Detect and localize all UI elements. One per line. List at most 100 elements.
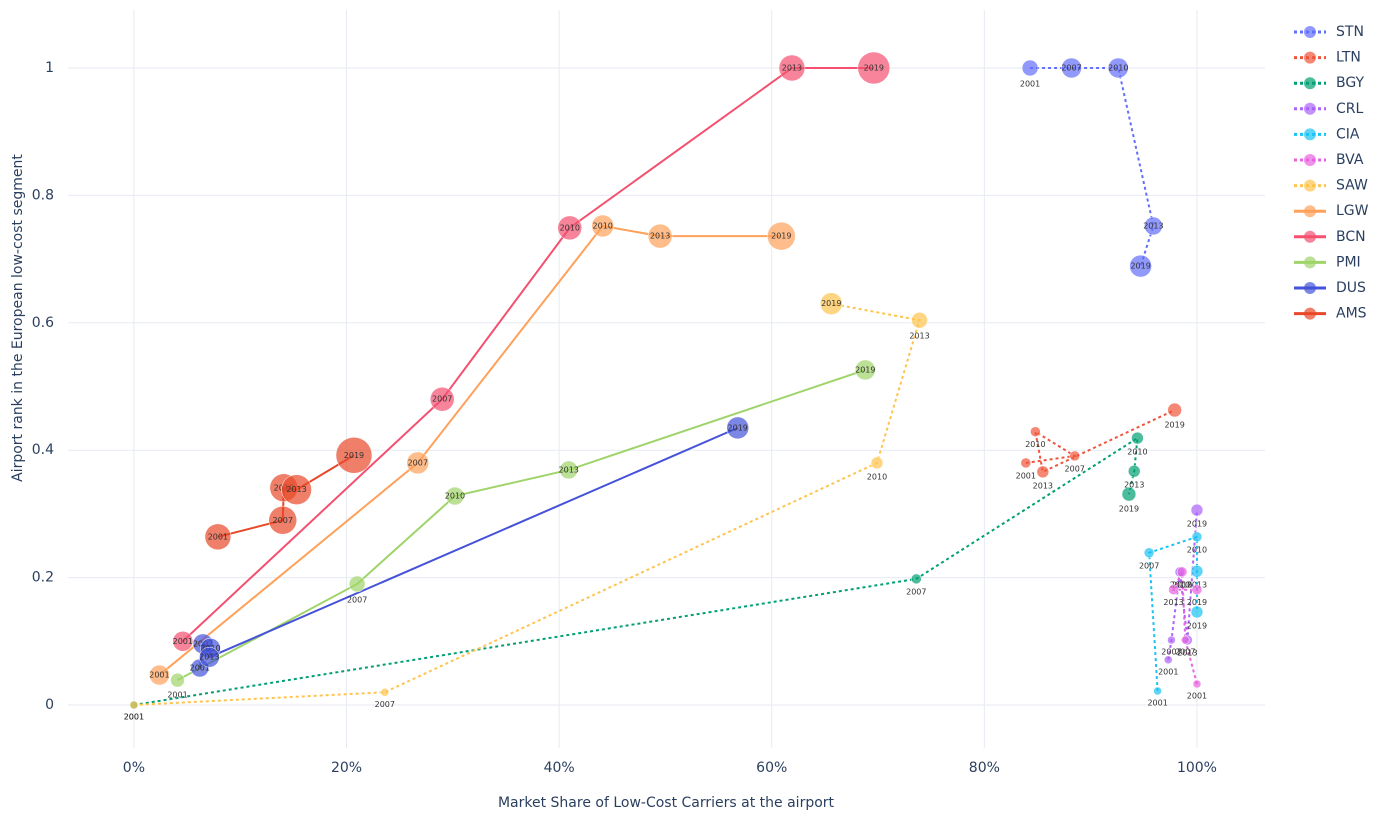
point-label: 2013 [650,232,670,241]
marker [855,359,876,381]
point-label: 2010 [1108,63,1128,72]
point-label: 2001 [167,691,187,700]
point-label: 2007 [1061,63,1081,72]
marker [1164,655,1173,665]
marker [1153,686,1162,696]
point-label: 2007 [273,516,293,525]
marker [1121,486,1137,502]
marker [591,214,614,238]
marker [726,416,749,440]
legend-label: BCN [1336,229,1366,245]
series-line [182,66,874,643]
point-label: 2019 [821,299,841,308]
marker [1190,605,1204,619]
marker [647,223,673,249]
x-axis-title: Market Share of Low-Cost Carriers at the… [498,795,835,811]
point-label: 2001 [1147,698,1167,707]
point-label: 2010 [445,492,465,501]
x-tick-label: 40% [544,760,575,776]
point-label: 2013 [199,653,219,662]
x-tick-label: 100% [1177,760,1217,776]
marker [335,437,373,474]
marker [1131,431,1144,445]
point-label: 2010 [1025,440,1045,449]
marker [1108,57,1129,79]
y-tick-label: 0 [45,697,54,713]
marker [1168,584,1179,595]
series-line [1030,66,1155,267]
point-label: 2013 [286,485,306,494]
legend-label: BGY [1336,75,1365,91]
point-label: 2007 [1065,464,1085,473]
y-tick-label: 0.4 [32,442,54,458]
marker [1167,402,1182,418]
legend-marker [1304,205,1316,218]
point-label: 2010 [560,223,580,232]
point-label: 2013 [909,332,929,341]
marker [911,311,928,329]
marker [445,486,465,506]
y-tick-label: 0.2 [32,570,54,586]
point-label: 2019 [864,63,884,72]
legend-label: STN [1336,24,1364,40]
point-label: 2007 [1161,648,1181,657]
point-label: 2007 [375,700,395,709]
legend-label: CIA [1336,126,1360,142]
marker [129,700,139,710]
marker [1144,216,1163,236]
marker [1143,547,1155,559]
legend-label: PMI [1336,254,1361,270]
marker [429,386,455,412]
point-label: 2010 [1170,580,1190,589]
marker [1021,59,1039,77]
point-label: 2007 [347,595,367,604]
marker [1181,635,1190,645]
legend-marker [1304,230,1316,243]
point-label: 2010 [867,472,887,481]
marker [557,215,583,241]
legend-marker [1304,179,1316,192]
legend-marker [1304,51,1316,64]
point-label: 2013 [559,465,579,474]
marker [857,51,891,85]
marker [149,664,170,686]
point-label: 2001 [1187,691,1207,700]
marker [1036,465,1050,479]
marker [559,460,578,480]
point-label: 2019 [728,423,748,432]
legend-label: CRL [1336,101,1364,117]
marker [170,672,185,688]
point-label: 2007 [1175,648,1195,657]
point-label: 2001 [124,713,144,722]
x-tick-label: 20% [331,760,362,776]
point-label: 2019 [1187,621,1207,630]
point-label: 2010 [593,221,613,230]
marker [1069,450,1080,462]
point-label: 2001 [1158,667,1178,676]
legend-marker [1304,282,1316,294]
marker [1191,584,1203,595]
point-label: 2019 [1164,421,1184,430]
series-line [198,426,739,669]
point-label: 2001 [1016,471,1036,480]
point-label: 2007 [408,458,428,467]
y-tick-label: 1 [45,60,54,76]
marker [1192,679,1202,689]
marker [1190,564,1204,578]
series-line [133,436,1139,706]
point-label: 2013 [1143,221,1163,230]
point-label: 2013 [1177,649,1197,658]
marker [820,292,843,315]
point-label: 2010 [1187,545,1207,554]
legend-marker [1304,26,1316,38]
series-line [133,302,921,706]
marker [199,646,220,668]
point-label: 2001 [173,637,193,646]
point-label: 2007 [1139,561,1159,570]
marker [1176,566,1188,578]
series-line [1171,571,1198,685]
legend-marker [1304,77,1316,90]
point-label: 2010 [1127,448,1147,457]
legend-marker [1304,154,1316,166]
point-label: 2019 [344,451,364,460]
